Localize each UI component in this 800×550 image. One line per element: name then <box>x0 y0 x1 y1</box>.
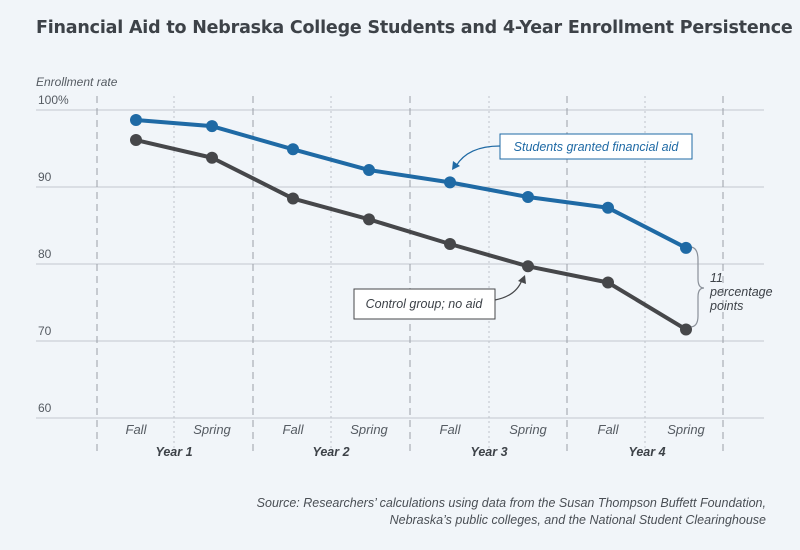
control-label-arrowhead <box>518 275 526 284</box>
series-0-point-1 <box>206 120 218 133</box>
y-axis-title: Enrollment rate <box>36 75 118 89</box>
y-tick-label-3: 70 <box>38 324 52 338</box>
series-0-point-4 <box>444 176 456 189</box>
y-tick-labels: 100% 90 80 70 60 <box>38 93 69 415</box>
series-0-point-6 <box>602 201 614 214</box>
series-0-point-5 <box>522 191 534 204</box>
year-label-3: Year 4 <box>628 445 665 459</box>
y-tick-label-4: 60 <box>38 401 52 415</box>
y-tick-label-1: 90 <box>38 170 52 184</box>
series-layer <box>130 114 692 336</box>
series-line-0 <box>134 118 688 250</box>
source-note: Source: Researchers’ calculations using … <box>256 496 766 527</box>
x-tick-label-2: Fall <box>283 422 305 437</box>
chart-title: Financial Aid to Nebraska College Studen… <box>36 18 793 38</box>
series-0-point-7 <box>680 241 692 254</box>
year-label-1: Year 2 <box>312 445 349 459</box>
series-0-point-3 <box>363 164 375 177</box>
series-line-1 <box>134 138 688 332</box>
x-tick-labels: Fall Spring Fall Spring Fall Spring Fall Spring <box>126 422 706 437</box>
x-tick-label-6: Fall <box>598 422 620 437</box>
y-tick-label-2: 80 <box>38 247 52 261</box>
aid-label-arrow <box>455 145 501 167</box>
control-label-arrow <box>494 279 523 301</box>
year-group-labels: Year 1 Year 2 Year 3 Year 4 <box>155 445 665 459</box>
series-1-point-7 <box>680 323 692 336</box>
aid-label-arrowhead <box>452 161 460 170</box>
grid-layer <box>36 96 764 455</box>
y-tick-label-0: 100% <box>38 93 69 107</box>
x-tick-label-1: Spring <box>193 422 231 437</box>
series-1-point-0 <box>130 134 142 147</box>
x-tick-label-4: Fall <box>440 422 462 437</box>
series-1-point-3 <box>363 213 375 226</box>
series-1-point-5 <box>522 260 534 273</box>
series-0-point-2 <box>287 143 299 156</box>
control-label: Control group; no aid <box>366 297 484 311</box>
series-1-point-1 <box>206 151 218 164</box>
gap-label-line-3: points <box>709 299 743 313</box>
x-tick-label-3: Spring <box>350 422 388 437</box>
x-tick-label-7: Spring <box>667 422 705 437</box>
x-tick-label-5: Spring <box>509 422 547 437</box>
annotations: Students granted financial aid Control g… <box>353 133 773 328</box>
gap-bracket <box>689 246 705 328</box>
year-label-2: Year 3 <box>470 445 507 459</box>
x-tick-label-0: Fall <box>126 422 148 437</box>
series-0-point-0 <box>130 114 142 127</box>
gap-label-line-2: percentage <box>709 285 773 299</box>
year-label-0: Year 1 <box>155 445 192 459</box>
control-label-box <box>353 288 496 320</box>
series-1-point-2 <box>287 192 299 205</box>
aid-label: Students granted financial aid <box>514 140 680 154</box>
series-1-point-6 <box>602 276 614 289</box>
aid-label-box <box>499 133 693 160</box>
series-1-point-4 <box>444 237 456 250</box>
gap-label-line-1: 11 <box>710 271 723 285</box>
